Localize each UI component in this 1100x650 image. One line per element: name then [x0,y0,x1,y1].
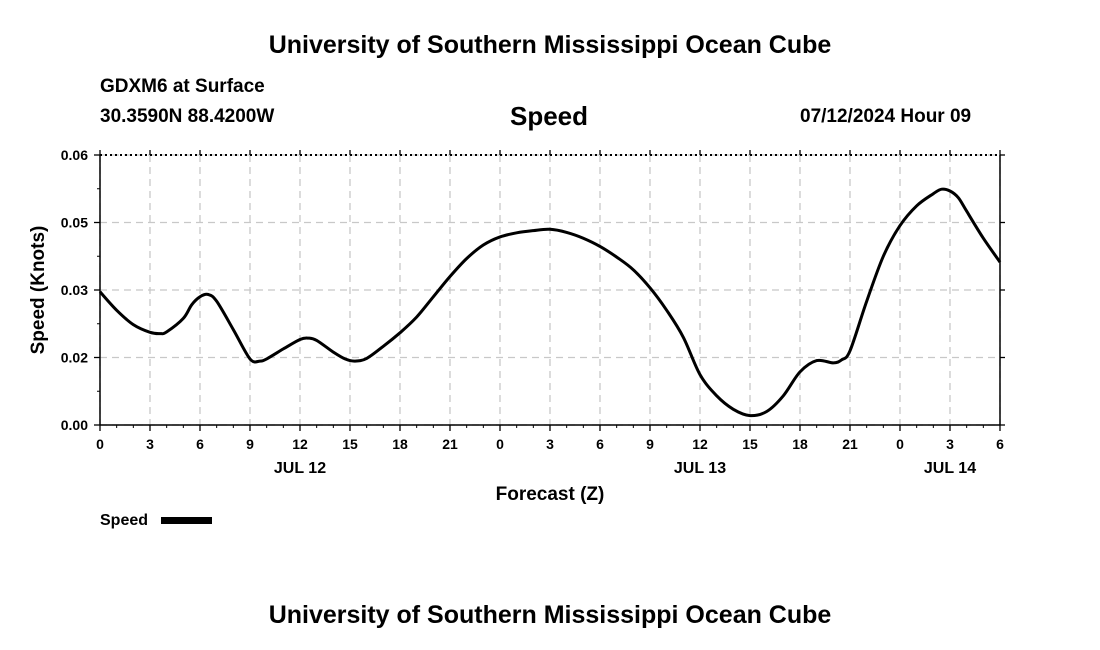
x-tick-label: 9 [246,436,254,452]
y-tick-label: 0.03 [61,282,88,298]
x-tick-label: 18 [792,436,808,452]
x-axis-label: Forecast (Z) [496,484,605,505]
y-tick-label: 0.00 [61,417,88,433]
x-tick-label: 9 [646,436,654,452]
day-label: JUL 13 [674,460,726,477]
location-label: 30.3590N 88.4200W [100,106,275,127]
x-tick-label: 18 [392,436,408,452]
datetime-label: 07/12/2024 Hour 09 [800,106,972,127]
series-line-speed [98,187,1002,418]
y-tick-label: 0.06 [61,147,88,163]
day-label: JUL 12 [274,460,326,477]
y-tick-label: 0.05 [61,215,88,231]
x-tick-label: 12 [692,436,708,452]
y-axis-label: Speed (Knots) [28,226,49,355]
x-tick-label: 15 [742,436,758,452]
y-tick-label: 0.02 [61,350,88,366]
bottom-title: University of Southern Mississippi Ocean… [268,601,832,629]
x-tick-label: 12 [292,436,308,452]
x-tick-label: 6 [196,436,204,452]
x-tick-label: 3 [546,436,554,452]
station-label: GDXM6 at Surface [100,76,265,97]
x-tick-label: 6 [596,436,604,452]
chart-title: Speed [510,101,589,131]
legend-label: Speed [100,512,148,529]
day-label: JUL 14 [924,460,976,477]
x-tick-label: 6 [996,436,1004,452]
top-title: University of Southern Mississippi Ocean… [268,31,832,59]
x-tick-label: 15 [342,436,358,452]
x-tick-label: 21 [442,436,458,452]
x-tick-label: 21 [842,436,858,452]
x-tick-label: 0 [496,436,504,452]
x-tick-label: 3 [146,436,154,452]
x-tick-label: 3 [946,436,954,452]
x-tick-label: 0 [896,436,904,452]
x-tick-label: 0 [96,436,104,452]
legend-swatch [161,517,212,524]
